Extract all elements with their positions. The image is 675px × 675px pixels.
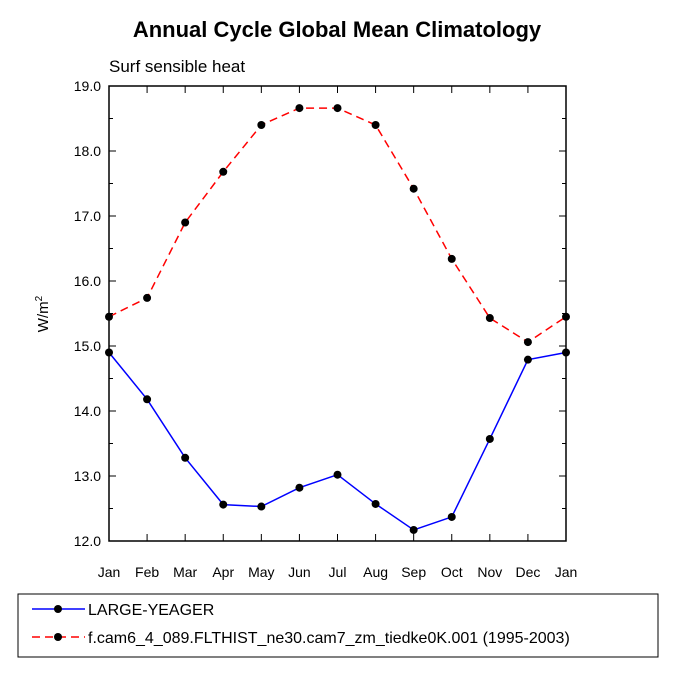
data-point-series-0: [371, 499, 380, 508]
data-point-series-0: [447, 512, 456, 521]
y-axis-label: W/m2: [34, 295, 52, 332]
x-tick-label: Jun: [288, 564, 311, 580]
plot-series: [105, 104, 570, 534]
data-point-series-1: [371, 121, 380, 129]
y-tick-label: 15.0: [74, 338, 101, 354]
data-point-series-1: [447, 254, 456, 263]
legend-marker-1: [54, 633, 62, 641]
data-point-series-0: [333, 470, 342, 479]
data-point-series-1: [333, 104, 342, 113]
y-axis: 12.0 13.0 14.0 15.0 16.0 17.0 18.0 19.0: [74, 78, 566, 549]
x-tick-label: Sep: [401, 564, 426, 580]
data-point-series-0: [295, 483, 304, 492]
x-tick-label: May: [248, 564, 274, 580]
y-tick-label: 13.0: [74, 468, 101, 484]
data-point-series-0: [181, 453, 190, 462]
data-point-series-0: [257, 502, 266, 511]
x-tick-label: Aug: [363, 564, 388, 580]
x-tick-label: Feb: [135, 564, 159, 580]
x-tick-label: Apr: [212, 564, 234, 580]
data-point-series-0: [409, 525, 418, 534]
data-point-series-1: [523, 338, 532, 347]
y-tick-label: 19.0: [74, 78, 101, 94]
y-tick-label: 18.0: [74, 143, 101, 159]
legend-label-0: LARGE-YEAGER: [88, 602, 214, 619]
data-point-series-1: [181, 218, 190, 227]
x-tick-label: Dec: [515, 564, 540, 580]
data-point-series-1: [257, 121, 266, 129]
data-point-series-0: [143, 395, 152, 404]
y-axis-label-superscript: 2: [34, 295, 45, 301]
chart-title: Annual Cycle Global Mean Climatology: [133, 17, 542, 42]
x-tick-label: Oct: [441, 564, 463, 580]
svg-text:W/m2: W/m2: [34, 295, 52, 332]
series-line-1: [108, 107, 567, 343]
data-point-series-1: [295, 104, 304, 113]
y-tick-label: 17.0: [74, 208, 101, 224]
data-point-series-0: [485, 434, 494, 443]
data-point-series-0: [523, 355, 532, 364]
x-tick-label: Jan: [98, 564, 121, 580]
data-point-series-0: [105, 348, 113, 357]
x-tick-label: Mar: [173, 564, 197, 580]
y-tick-label: 16.0: [74, 273, 101, 289]
series-line-0: [108, 351, 567, 531]
legend-label-1: f.cam6_4_089.FLTHIST_ne30.cam7_zm_tiedke…: [88, 630, 570, 647]
legend-box: [17, 593, 659, 658]
y-axis-label-text: W/m: [35, 301, 52, 332]
data-point-series-0: [562, 348, 570, 357]
x-axis: Jan Feb Mar Apr May Jun Jul Aug Sep Oct Nov Dec Jan: [98, 86, 578, 580]
data-point-series-1: [562, 312, 570, 321]
chart-subtitle: Surf sensible heat: [109, 57, 245, 76]
data-point-series-1: [485, 314, 494, 323]
legend-marker-0: [54, 605, 62, 613]
legend: LARGE-YEAGER f.cam6_4_089.FLTHIST_ne30.ca…: [32, 602, 570, 647]
data-point-series-1: [143, 293, 152, 302]
y-tick-label: 12.0: [74, 533, 101, 549]
data-point-series-1: [409, 184, 418, 193]
data-point-series-1: [105, 312, 113, 321]
y-tick-label: 14.0: [74, 403, 101, 419]
data-point-series-0: [219, 500, 228, 509]
data-point-series-1: [219, 167, 228, 176]
x-tick-label: Jan: [555, 564, 578, 580]
x-tick-label: Nov: [477, 564, 502, 580]
x-tick-label: Jul: [329, 564, 347, 580]
